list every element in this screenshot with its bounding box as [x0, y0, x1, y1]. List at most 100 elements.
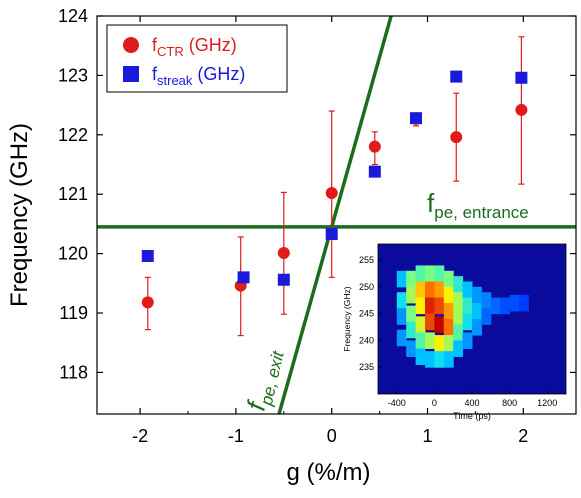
inset-x-tick-label: 800	[502, 398, 517, 408]
streak-data-point	[325, 228, 338, 241]
inset-heatmap-cell	[406, 270, 417, 288]
inset-heatmap-cell	[415, 332, 426, 349]
inset-heatmap-cell	[443, 335, 454, 352]
inset-heatmap-cell	[434, 335, 445, 352]
inset-y-axis-label: Frequency (GHz)	[342, 286, 352, 351]
inset-y-tick-label: 255	[359, 255, 374, 265]
streak-data-point	[237, 271, 250, 284]
inset-heatmap-cell	[425, 281, 435, 299]
y-tick-label: 120	[58, 244, 88, 264]
inset-heatmap-cell	[425, 351, 435, 368]
x-tick-label: 1	[423, 426, 433, 446]
inset-x-tick-label: 1200	[537, 398, 557, 408]
inset-x-tick-label: 0	[432, 398, 437, 408]
inset-heatmap-cell	[415, 316, 426, 333]
inset-heatmap-cell	[406, 286, 417, 304]
inset-heatmap-cell	[453, 340, 464, 357]
legend-streak-label: fstreak (GHz)	[152, 64, 245, 88]
legend-ctr-marker	[123, 37, 139, 53]
ctr-data-point	[450, 131, 463, 144]
inset-heatmap-cell	[434, 297, 445, 315]
inset-heatmap-cell	[406, 321, 417, 339]
inset-heatmap-cell	[472, 286, 482, 304]
inset-y-tick-label: 240	[359, 335, 374, 345]
inset-heatmap-cell	[462, 313, 473, 331]
inset-heatmap-cell	[453, 308, 464, 325]
inset-heatmap-cell	[415, 348, 426, 366]
y-tick-label: 118	[59, 362, 88, 382]
ctr-data-point	[515, 103, 528, 116]
y-tick-label: 119	[59, 303, 88, 323]
inset-heatmap-cell	[443, 270, 454, 288]
inset-heatmap-cell	[434, 281, 445, 299]
inset-x-tick-label: 400	[464, 398, 479, 408]
inset-heatmap-cell	[462, 332, 473, 349]
streak-data-point	[368, 165, 381, 178]
inset-heatmap-cell	[396, 292, 407, 309]
x-axis-label: g (%/m)	[287, 459, 371, 486]
fpe-entrance-label: fpe, entrance	[427, 188, 529, 222]
inset-heatmap-cell	[425, 265, 435, 282]
plot-frame	[96, 15, 577, 415]
legend-ctr-label: fCTR (GHz)	[152, 35, 237, 59]
inset-heatmap-cell	[425, 313, 435, 331]
ctr-data-point	[141, 296, 154, 309]
ctr-data-point	[325, 187, 338, 200]
inset-heatmap-cell	[443, 286, 454, 304]
inset-heatmap-cell	[406, 340, 417, 357]
inset-heatmap-cell	[434, 265, 445, 282]
inset-heatmap-cell	[509, 294, 520, 312]
inset-y-tick-label: 250	[359, 282, 374, 292]
streak-data-point	[277, 273, 290, 286]
inset-heatmap-cell	[490, 297, 501, 315]
inset-y-tick-label: 245	[359, 309, 374, 319]
inset-heatmap-cell	[425, 332, 435, 349]
inset-heatmap-cell	[443, 351, 454, 368]
streak-data-point	[515, 71, 528, 84]
fpe-exit-line	[277, 15, 393, 415]
inset-heatmap-cell	[425, 297, 435, 315]
inset-y-tick-label: 235	[359, 362, 374, 372]
x-tick-label: -2	[132, 426, 148, 446]
y-tick-label: 123	[58, 65, 88, 85]
y-axis-label: Frequency (GHz)	[6, 123, 33, 307]
inset-heatmap-cell	[443, 319, 454, 336]
inset-heatmap-cell	[462, 297, 473, 315]
inset-heatmap-cell	[415, 297, 426, 315]
inset-heatmap-cell	[453, 276, 464, 293]
inset-heatmap-cell	[519, 294, 529, 312]
inset-heatmap-cell	[453, 292, 464, 309]
ctr-data-point	[277, 247, 290, 260]
inset-heatmap-cell	[434, 351, 445, 368]
inset-heatmap-cell	[406, 305, 417, 323]
y-tick-label: 124	[58, 6, 88, 26]
inset-heatmap-cell	[481, 308, 492, 325]
inset-x-axis-label: Time (ps)	[453, 411, 491, 421]
inset-heatmap-cell	[434, 316, 445, 333]
inset-heatmap-cell	[481, 292, 492, 309]
inset-heatmap-cell	[453, 324, 464, 341]
inset-heatmap-cell	[396, 308, 407, 325]
legend-streak-marker	[123, 66, 139, 82]
inset-heatmap-cell	[415, 265, 426, 282]
x-tick-label: -1	[228, 426, 244, 446]
inset-heatmap-cell	[415, 281, 426, 299]
inset-heatmap-cell	[472, 319, 482, 336]
inset-x-tick-label: -400	[388, 398, 406, 408]
inset-heatmap-cell	[443, 302, 454, 320]
inset-heatmap-cell	[396, 329, 407, 347]
inset-heatmap-cell	[500, 297, 511, 315]
x-tick-label: 0	[327, 426, 337, 446]
x-tick-label: 2	[518, 426, 528, 446]
streak-data-point	[450, 70, 463, 83]
streak-data-point	[410, 112, 423, 125]
ctr-data-point	[368, 140, 381, 153]
inset-heatmap-cell	[396, 270, 407, 288]
streak-data-point	[141, 249, 154, 262]
inset-heatmap-cell	[462, 281, 473, 299]
y-tick-label: 122	[58, 125, 88, 145]
y-tick-label: 121	[58, 184, 88, 204]
inset-heatmap-cell	[472, 302, 482, 320]
